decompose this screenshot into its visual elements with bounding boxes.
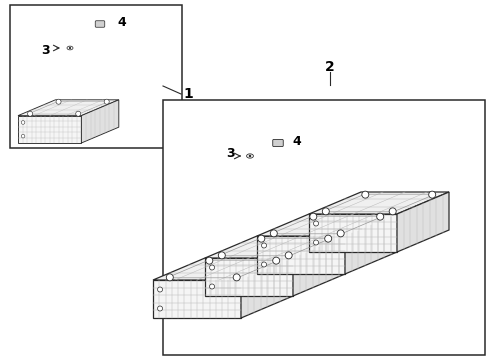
Circle shape — [21, 121, 25, 124]
Circle shape — [322, 208, 329, 215]
Text: 3: 3 — [41, 44, 50, 57]
Polygon shape — [205, 258, 293, 296]
Polygon shape — [397, 192, 449, 252]
Polygon shape — [81, 100, 119, 143]
Circle shape — [285, 252, 292, 259]
Bar — [163, 100, 485, 355]
Circle shape — [56, 99, 61, 104]
Circle shape — [258, 235, 265, 242]
Circle shape — [219, 252, 225, 259]
Text: 2: 2 — [325, 60, 335, 74]
Circle shape — [76, 111, 81, 116]
Circle shape — [104, 99, 109, 104]
Circle shape — [362, 191, 369, 198]
Circle shape — [389, 208, 396, 215]
Polygon shape — [345, 214, 397, 274]
Circle shape — [337, 230, 344, 237]
Circle shape — [325, 235, 332, 242]
Circle shape — [166, 274, 173, 281]
Circle shape — [270, 230, 277, 237]
Ellipse shape — [246, 154, 253, 158]
Circle shape — [210, 265, 215, 270]
Polygon shape — [293, 236, 345, 296]
Polygon shape — [205, 236, 345, 258]
Polygon shape — [241, 258, 293, 318]
Polygon shape — [309, 192, 449, 214]
Polygon shape — [18, 100, 119, 116]
Bar — [10, 5, 182, 148]
Polygon shape — [18, 116, 81, 143]
Circle shape — [314, 240, 318, 245]
Circle shape — [262, 262, 267, 267]
Circle shape — [158, 306, 163, 311]
Circle shape — [206, 257, 213, 264]
FancyBboxPatch shape — [273, 139, 283, 147]
Circle shape — [69, 47, 71, 49]
Polygon shape — [257, 214, 397, 236]
Circle shape — [210, 284, 215, 289]
Circle shape — [158, 287, 163, 292]
Circle shape — [377, 213, 384, 220]
Circle shape — [27, 111, 33, 116]
Circle shape — [429, 191, 436, 198]
Circle shape — [314, 221, 318, 226]
Circle shape — [233, 274, 240, 281]
FancyBboxPatch shape — [95, 21, 105, 27]
Circle shape — [249, 155, 251, 157]
Circle shape — [273, 257, 280, 264]
Ellipse shape — [67, 46, 73, 50]
Polygon shape — [153, 280, 241, 318]
Circle shape — [262, 243, 267, 248]
Polygon shape — [257, 236, 345, 274]
Text: 3: 3 — [226, 147, 235, 159]
Circle shape — [21, 134, 25, 138]
Polygon shape — [309, 214, 397, 252]
Text: 1: 1 — [183, 87, 193, 101]
Text: 4: 4 — [117, 15, 126, 28]
Polygon shape — [153, 258, 293, 280]
Text: 4: 4 — [292, 135, 301, 148]
Circle shape — [310, 213, 317, 220]
